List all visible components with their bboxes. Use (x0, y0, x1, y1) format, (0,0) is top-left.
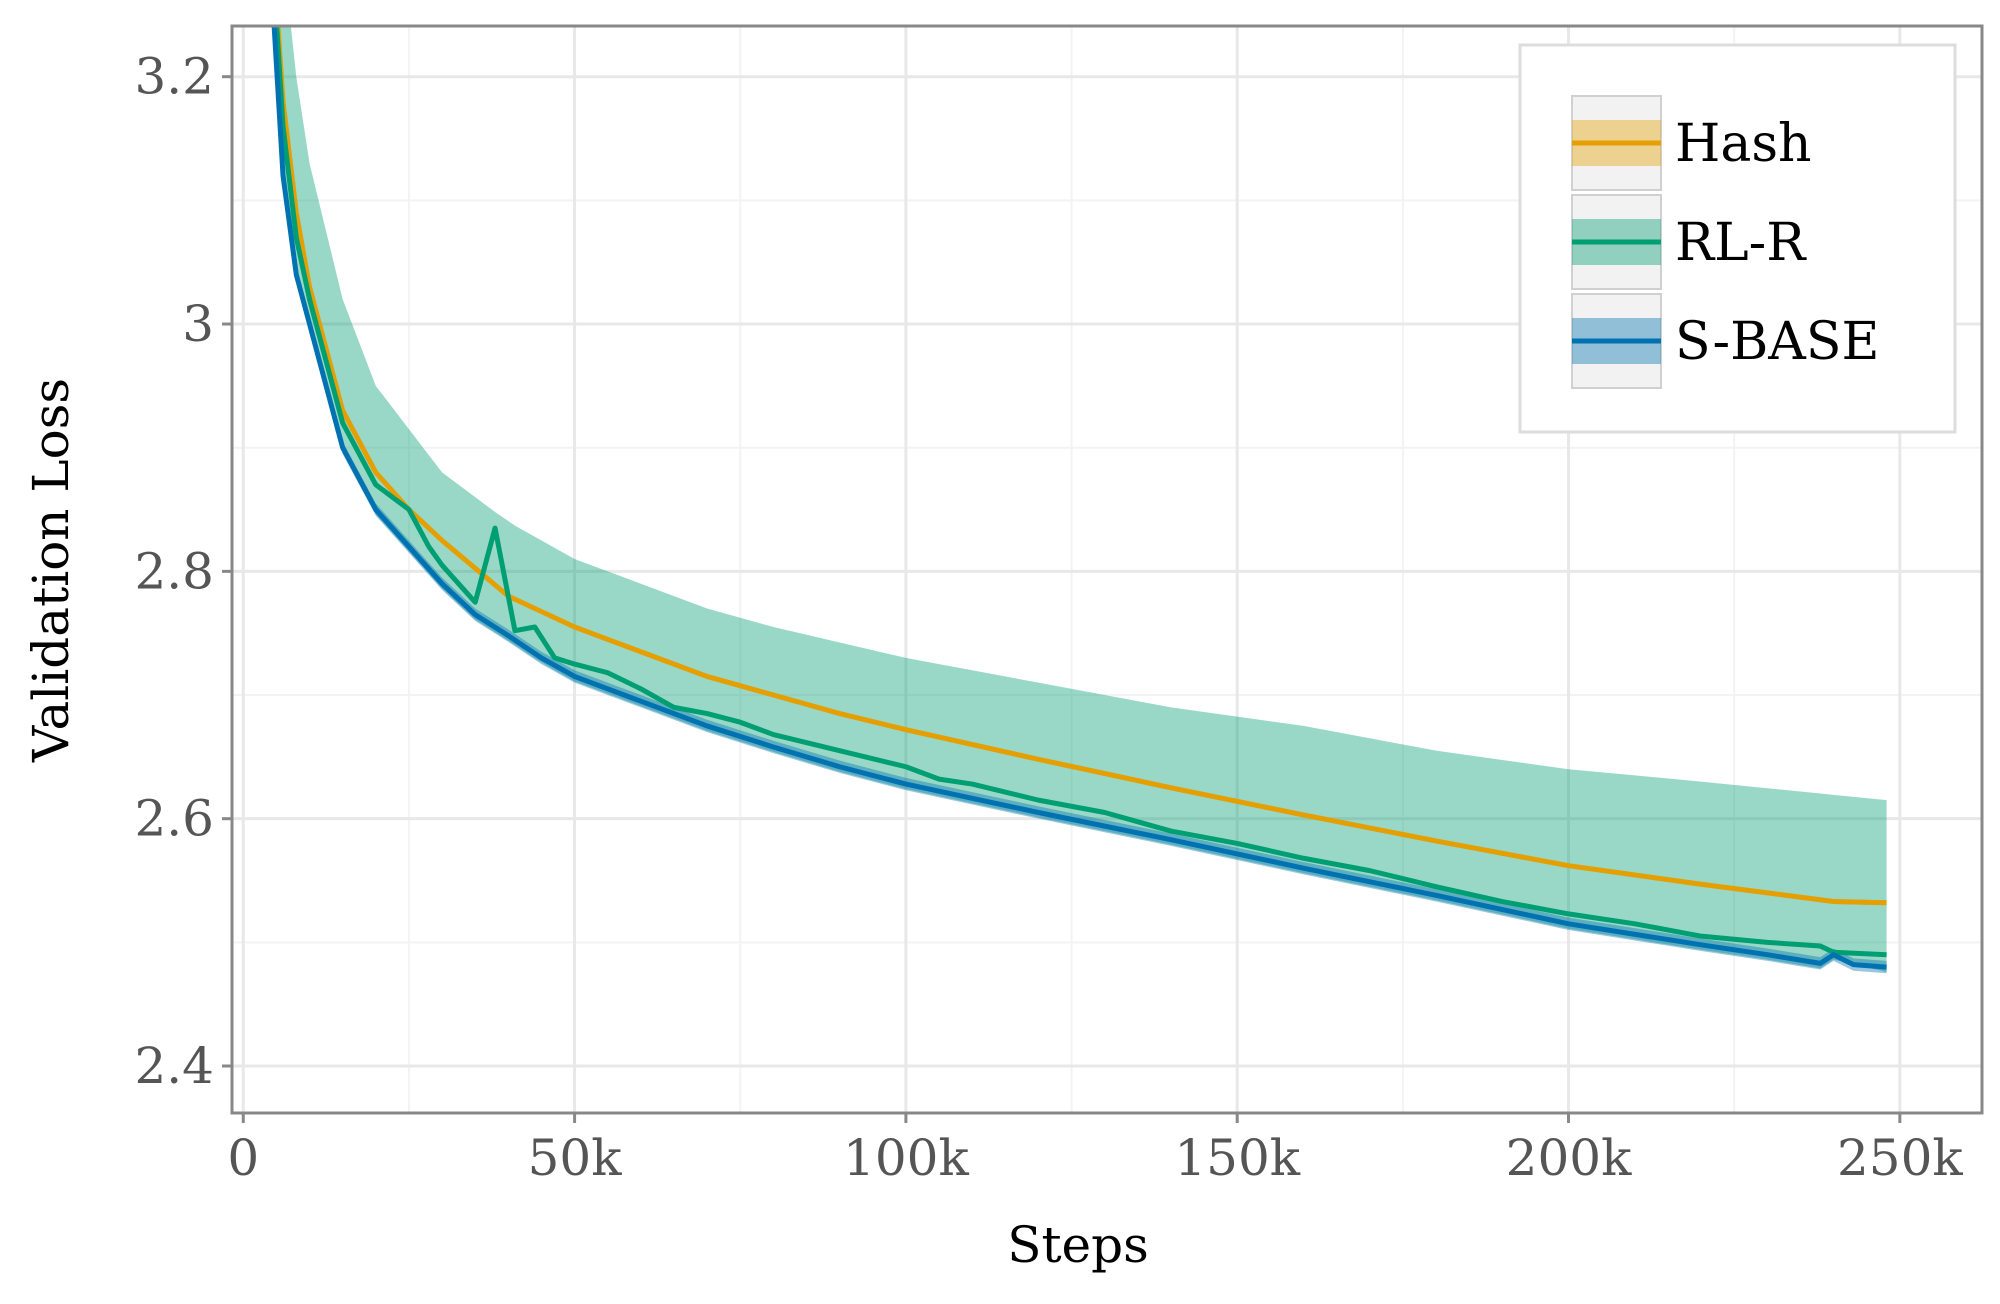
hash-line (275, 26, 1887, 906)
rl-r-band (273, 26, 1887, 973)
legend-label-s-base: S-BASE (1675, 312, 1879, 372)
x-tick-label: 200k (1506, 1129, 1632, 1187)
confidence-bands (273, 26, 1887, 974)
legend-label-rl-r: RL-R (1675, 213, 1807, 273)
plot-frame (230, 24, 1984, 1115)
legend-label-hash: Hash (1675, 114, 1812, 174)
x-tick-label: 0 (227, 1129, 259, 1187)
series-lines (271, 26, 1887, 970)
legend: Hash RL-R S-BASE (1518, 43, 1957, 434)
gridlines (232, 26, 1982, 1113)
s-base-line (271, 26, 1887, 970)
x-tick-label: 100k (843, 1129, 969, 1187)
x-tick-label: 150k (1174, 1129, 1300, 1187)
y-tick-label: 3.2 (134, 48, 214, 106)
y-tick-label: 3 (182, 295, 214, 353)
y-tick-label: 2.8 (134, 542, 214, 600)
y-axis-label: Validation Loss (22, 378, 80, 763)
y-tick-label: 2.6 (134, 790, 214, 848)
x-tick-label: 250k (1837, 1129, 1963, 1187)
y-tick-label: 2.4 (134, 1037, 214, 1095)
axis-ticks: 0 50k 100k 150k 200k 250k 2.4 2.6 2.8 3 3.2 (134, 48, 1963, 1187)
rl-r-line (274, 26, 1887, 958)
x-tick-label: 50k (528, 1129, 623, 1187)
x-axis-label: Steps (1007, 1216, 1149, 1274)
